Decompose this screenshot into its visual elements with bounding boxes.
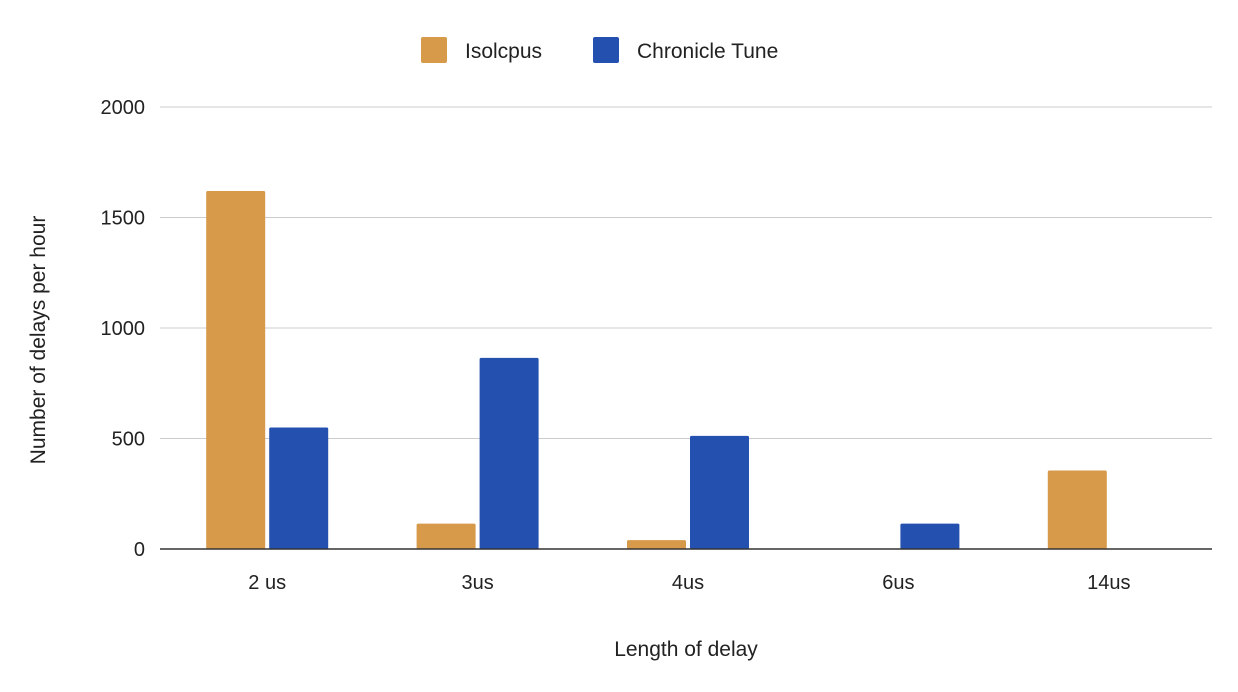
x-axis-ticks: 2 us 3us 4us 6us 14us [248,572,1130,594]
gridlines [160,106,1212,439]
y-tick-label: 0 [134,539,145,561]
bar-chronicle-tune-0 [269,427,329,549]
bar-isolcpus-1 [416,523,476,549]
x-tick-label: 4us [672,572,704,594]
y-tick-label: 2000 [101,97,146,119]
legend-swatch [421,37,447,63]
bar-isolcpus-0 [206,190,266,550]
bars [206,190,1107,550]
bar-isolcpus-4 [1047,470,1107,549]
x-tick-label: 14us [1087,572,1130,594]
legend-label: Isolcpus [465,40,542,63]
y-tick-label: 1500 [101,208,146,230]
x-tick-label: 2 us [248,572,286,594]
bar-chronicle-tune-3 [900,523,960,549]
legend: Isolcpus Chronicle Tune [421,37,778,63]
x-axis-title: Length of delay [614,638,758,661]
x-tick-label: 3us [461,572,493,594]
x-tick-label: 6us [882,572,914,594]
bar-chronicle-tune-2 [690,435,749,549]
y-tick-label: 500 [112,429,145,451]
y-axis-ticks: 0 500 1000 1500 2000 [101,97,146,561]
y-tick-label: 1000 [101,318,146,340]
legend-label: Chronicle Tune [637,40,778,63]
y-axis-title: Number of delays per hour [27,216,50,465]
legend-swatch [593,37,619,63]
bar-isolcpus-2 [627,540,686,549]
bar-chronicle-tune-1 [479,357,539,549]
